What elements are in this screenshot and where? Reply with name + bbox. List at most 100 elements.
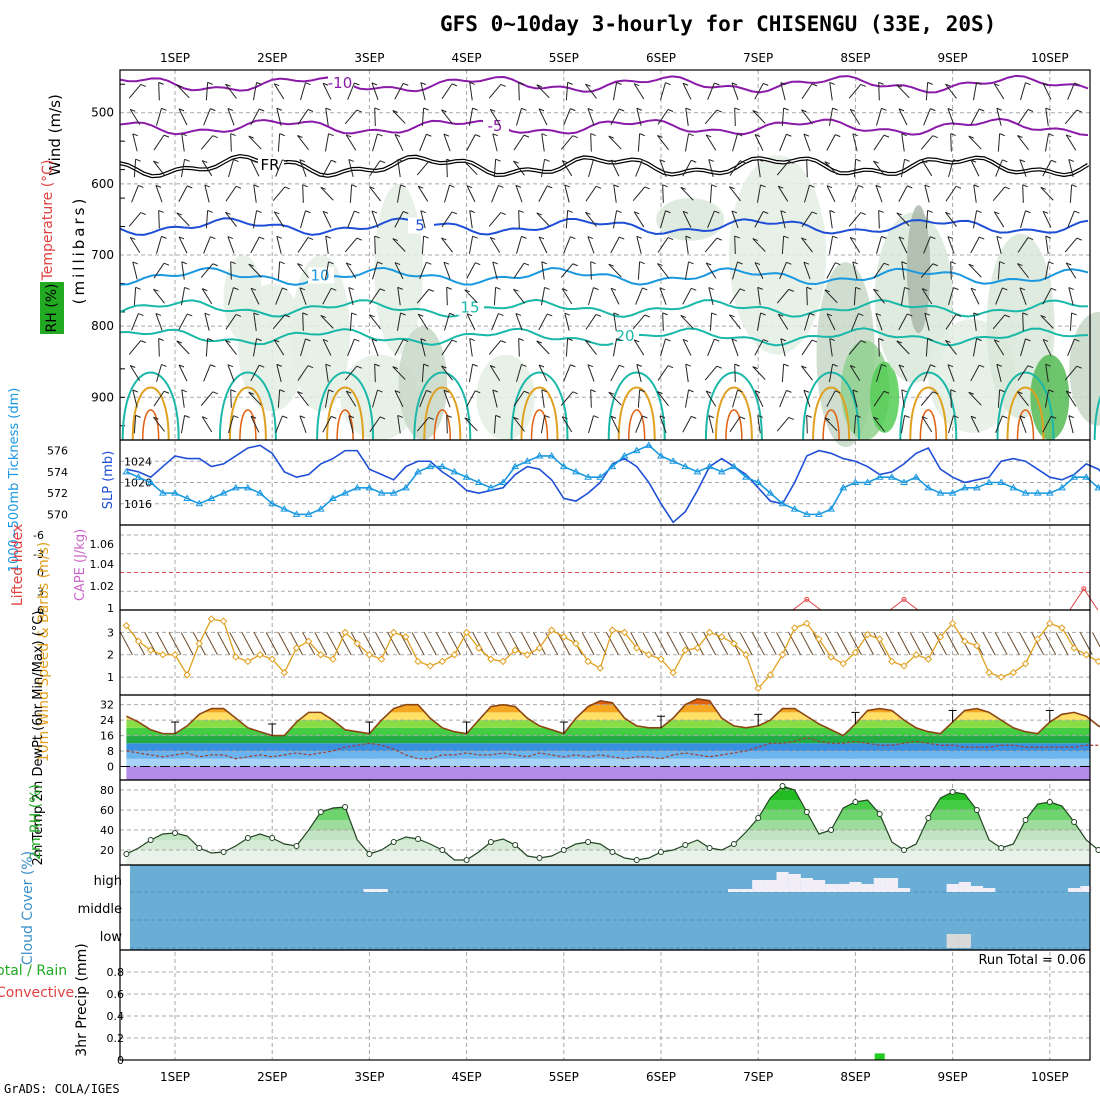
cape-blip (889, 598, 919, 611)
wind-speed-marker (304, 637, 313, 646)
wind-barb-flag (832, 363, 838, 367)
wind-barb (709, 312, 713, 331)
wind-barb-flag (1045, 363, 1051, 367)
wind-barb (732, 133, 738, 152)
wind-barb-flag (811, 83, 818, 87)
ylabel-slp: SLP (mb) (101, 451, 116, 510)
surface-wind-barb (168, 632, 182, 655)
wind-barb-flag (763, 339, 769, 343)
wind-barb (275, 159, 283, 177)
wind-barb-flag (665, 82, 671, 86)
rh-marker (779, 783, 786, 789)
wind-barb-flag (449, 312, 455, 316)
rh-marker (1022, 817, 1029, 823)
wind-speed-marker (1033, 635, 1042, 643)
wind-barb (420, 82, 426, 101)
wind-barb-flag (472, 107, 478, 111)
wind-barb (371, 82, 379, 100)
wind-barb-flag (976, 210, 982, 214)
wind-barb (851, 313, 859, 331)
wind-barb (248, 263, 262, 278)
wind-barb-flag (973, 312, 979, 316)
wind-barb-flag (274, 211, 280, 215)
wind-barb (1040, 315, 1054, 329)
wind-barb-flag (250, 415, 257, 419)
wind-barb (996, 364, 1002, 382)
temp-contour-surface-warm (812, 386, 851, 441)
wind-barb-flag (904, 158, 910, 162)
wind-barb (518, 338, 520, 357)
thickness-marker (353, 483, 362, 491)
thickness-marker (1009, 483, 1018, 491)
wind-barb (374, 364, 376, 383)
wind-speed-marker (888, 657, 896, 666)
wind-barb-flag (184, 415, 190, 418)
wind-barb (925, 210, 929, 229)
wind-barb (369, 288, 381, 305)
wind-barb-flag (451, 83, 458, 87)
wind-barb-flag (256, 82, 262, 85)
wind-barb-flag (1004, 314, 1010, 318)
thickness-marker (401, 483, 410, 491)
chart-title: GFS 0~10day 3-hourly for CHISENGU (33E, … (440, 12, 997, 36)
wind-barb (536, 212, 550, 227)
wind-barb-flag (490, 108, 496, 112)
contour-label: -10 (328, 74, 353, 92)
rh-marker (269, 835, 276, 841)
temp-contour-surface-hot (822, 409, 840, 441)
wind-barb (397, 159, 401, 178)
date-label-bottom: 10SEP (1031, 1070, 1069, 1084)
wind-barb-flag (970, 159, 977, 163)
rh-band (126, 786, 1090, 790)
surface-wind-barb (217, 632, 231, 655)
wind-barb (491, 185, 499, 203)
wind-barb-flag (451, 339, 458, 343)
wind-barb-flag (328, 389, 334, 393)
thickness-marker (438, 462, 447, 470)
wind-barb-flag (204, 312, 211, 316)
surface-wind-barb (253, 632, 267, 655)
wind-barb-flag (706, 134, 712, 138)
wind-barb (466, 262, 476, 279)
wind-barb-flag (374, 235, 380, 239)
wind-barb (1019, 415, 1027, 433)
wind-barb (585, 212, 597, 227)
wind-barb-flag (945, 211, 951, 215)
wind-barb-flag (757, 414, 763, 418)
wind-speed-marker (329, 655, 337, 663)
wind-speed-marker (803, 619, 811, 628)
wind-barb (538, 313, 548, 331)
wind-barb (948, 159, 954, 177)
wind-barb (752, 110, 766, 124)
wind-barb (633, 339, 645, 356)
wind-barb (156, 236, 162, 254)
temp-contour-surface (996, 371, 1055, 441)
wind-barb-flag (235, 185, 242, 189)
wind-barb-flag (644, 314, 650, 318)
thickness-marker (839, 483, 848, 491)
wind-barb (345, 134, 357, 151)
wind-barb-flag (613, 312, 619, 316)
wind-barb (804, 313, 810, 331)
wind-speed-marker (450, 651, 459, 659)
wind-barb-flag (570, 236, 576, 240)
wind-barb (704, 237, 718, 253)
wind-barb-flag (1076, 109, 1082, 113)
wind-barb (516, 236, 522, 254)
wind-barb-flag (230, 389, 236, 393)
wind-barb-flag (788, 288, 794, 292)
wind-barb-flag (547, 313, 553, 317)
wind-barb (1068, 159, 1074, 178)
wind-barb (729, 186, 741, 202)
wind-speed-marker (839, 659, 847, 668)
wind-barb-flag (374, 107, 380, 111)
wind-barb-flag (184, 158, 190, 162)
wind-barb-flag (996, 363, 1003, 367)
wind-barb (250, 159, 260, 177)
wind-barb (392, 238, 406, 252)
wind-barb-flag (354, 338, 360, 342)
wind-speed-marker (1082, 651, 1090, 659)
wind-barb (636, 108, 642, 126)
wind-barb (396, 312, 402, 331)
wind-barb-flag (210, 236, 216, 240)
